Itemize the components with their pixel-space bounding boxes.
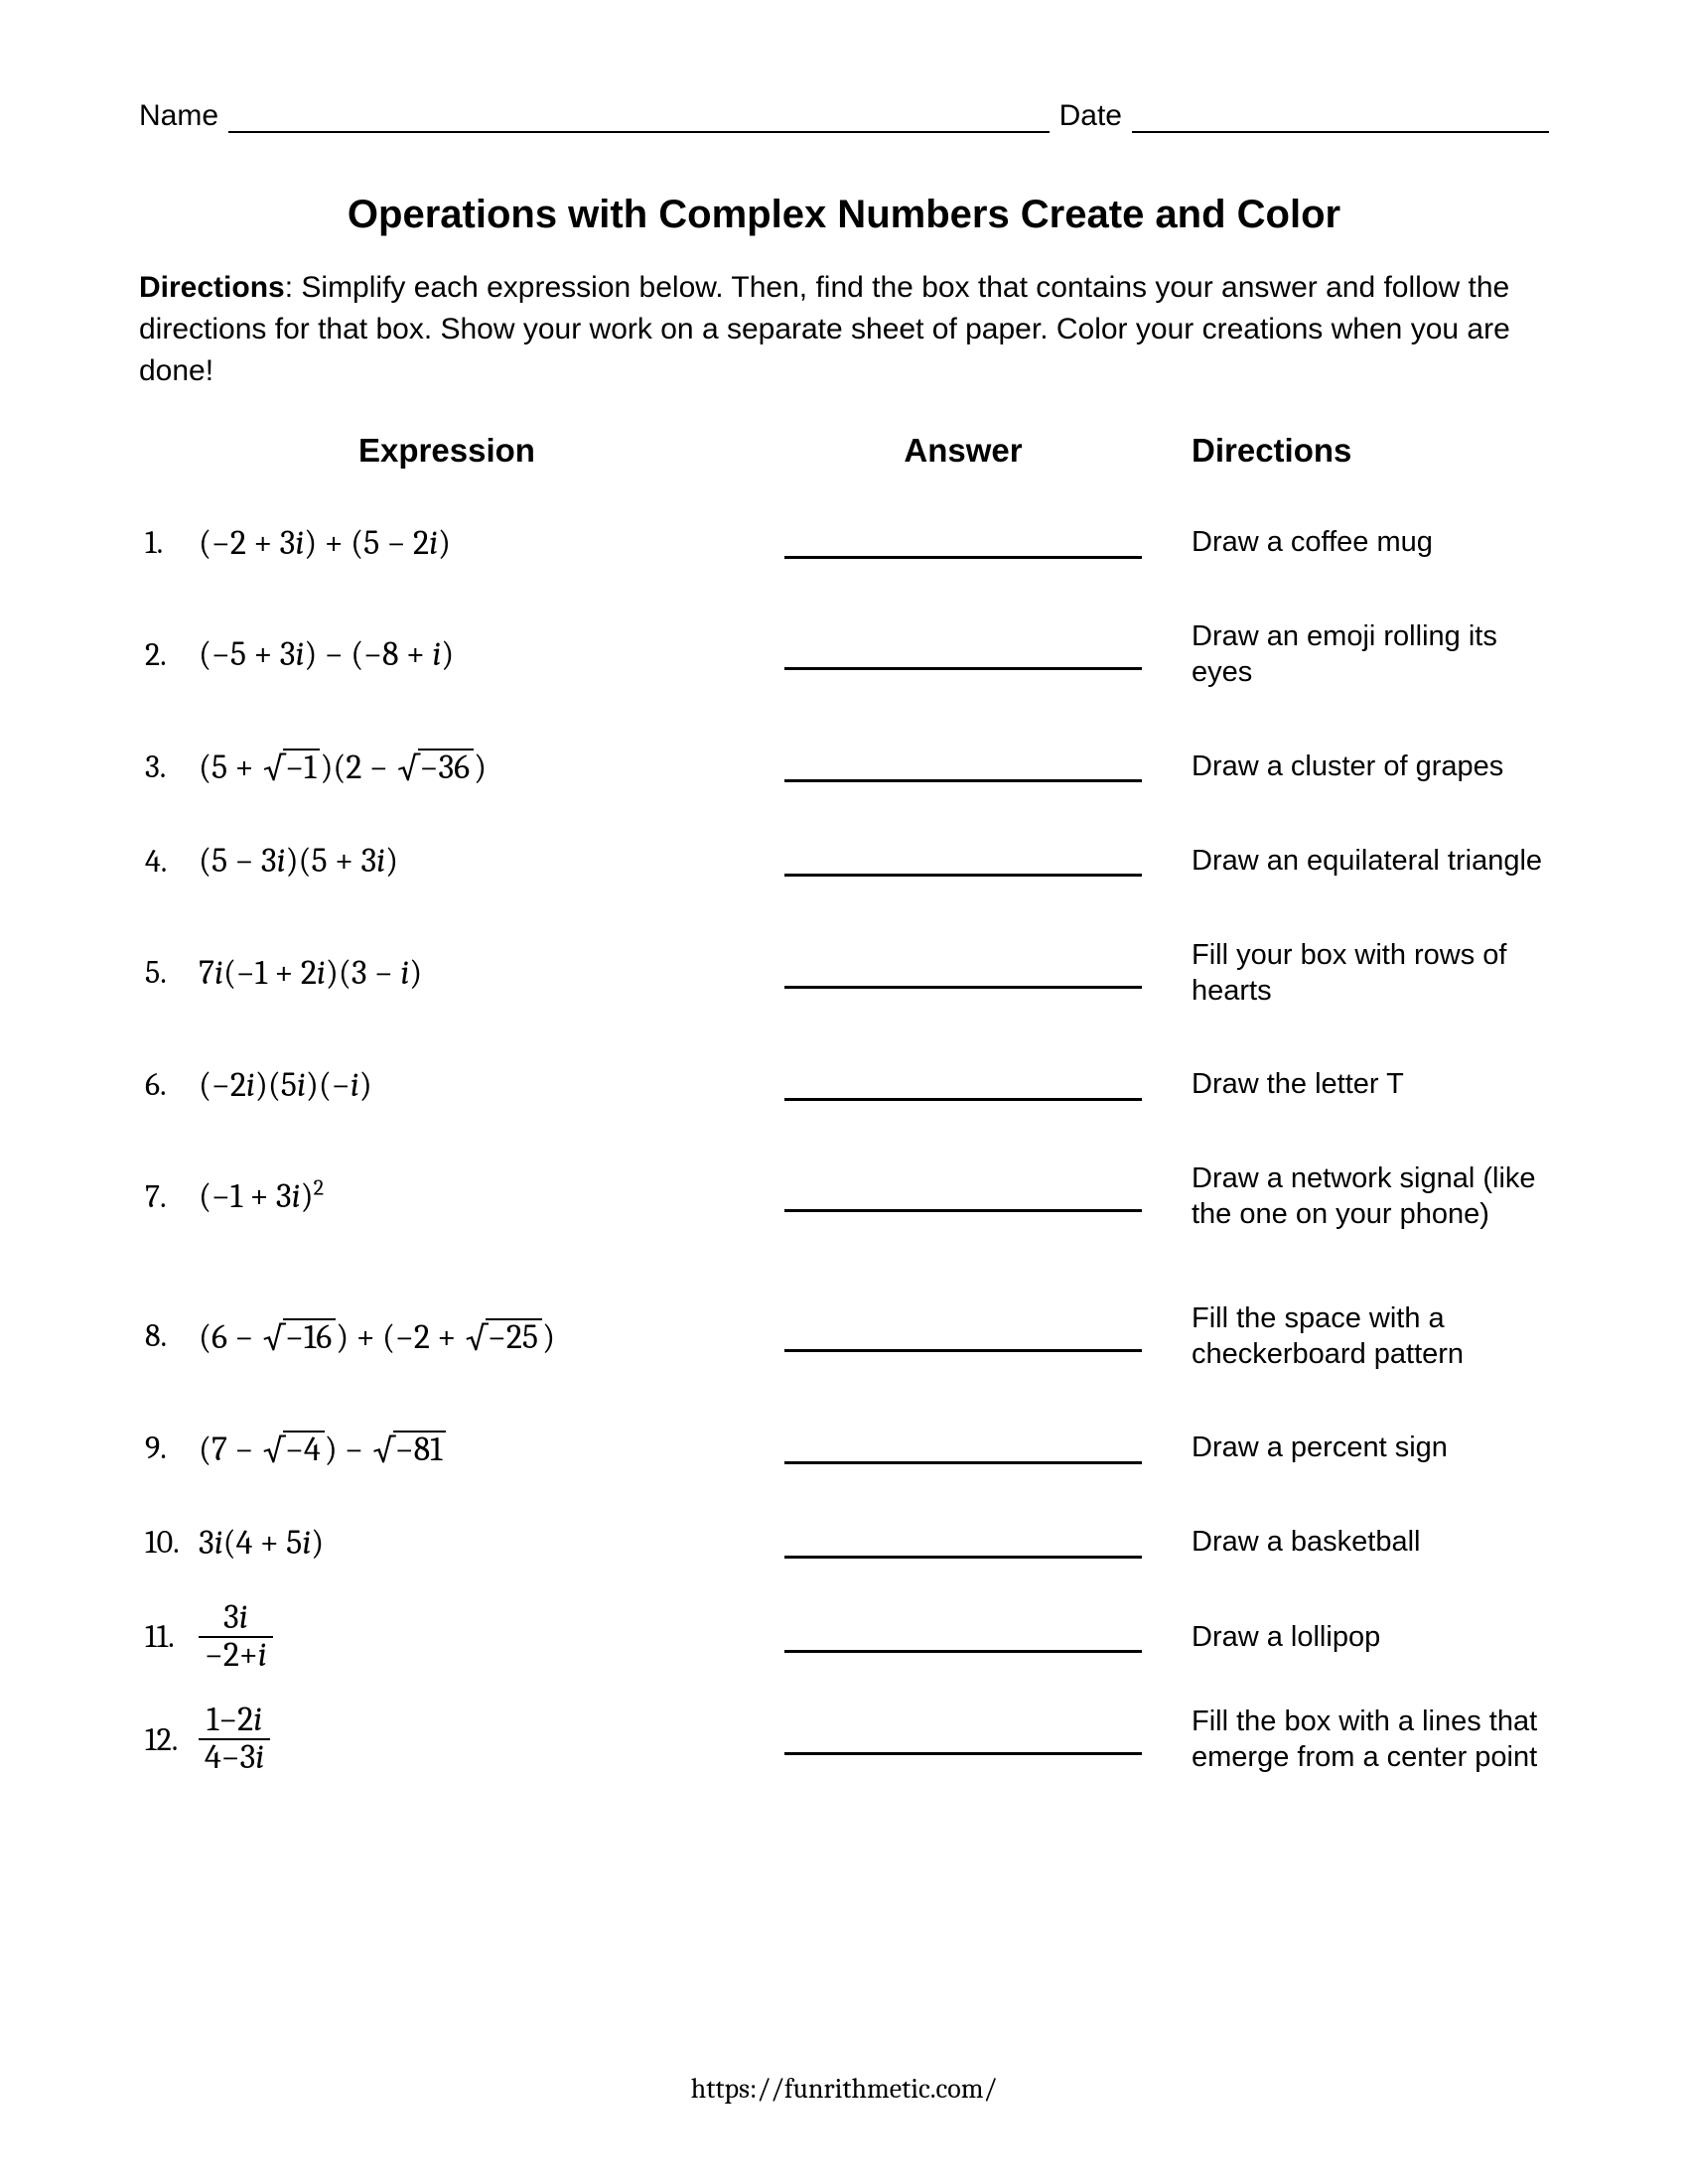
answer-blank[interactable]: [755, 751, 1172, 782]
answer-blank[interactable]: [755, 1320, 1172, 1352]
problem-list: 1. (−2 + 3i) + (5 − 2i) Draw a coffee mu…: [139, 524, 1549, 1776]
problem-expression: 3i(4 + 5i): [199, 1526, 755, 1560]
answer-blank[interactable]: [755, 1723, 1172, 1755]
problem-expression: (−2i)(5i)(−i): [199, 1068, 755, 1102]
problem-expression: 3i −2+i: [199, 1600, 755, 1673]
problem-number: 11.: [139, 1618, 199, 1655]
problem-direction: Fill your box with rows of hearts: [1172, 937, 1549, 1010]
directions-label: Directions: [139, 271, 285, 304]
problem-number: 5.: [139, 954, 199, 991]
name-label: Name: [139, 99, 218, 133]
problem-row: 12. 1−2i 4−3i Fill the box with a lines …: [139, 1703, 1549, 1775]
problem-expression: (−1 + 3i)2: [199, 1179, 755, 1213]
problem-direction: Draw a lollipop: [1172, 1619, 1549, 1655]
answer-blank[interactable]: [755, 638, 1172, 670]
problem-direction: Draw a network signal (like the one on y…: [1172, 1160, 1549, 1233]
problem-expression: (7 − −4) − −81: [199, 1431, 755, 1466]
problem-direction: Draw a cluster of grapes: [1172, 749, 1549, 784]
problem-expression: 1−2i 4−3i: [199, 1703, 755, 1775]
worksheet-page: Name Date Operations with Complex Number…: [0, 0, 1688, 2184]
problem-row: 6. (−2i)(5i)(−i) Draw the letter T: [139, 1066, 1549, 1103]
col-header-answer: Answer: [755, 432, 1172, 470]
problem-number: 9.: [139, 1430, 199, 1466]
problem-row: 4. (5 − 3i)(5 + 3i) Draw an equilateral …: [139, 843, 1549, 880]
answer-blank[interactable]: [755, 1527, 1172, 1559]
answer-blank[interactable]: [755, 527, 1172, 559]
problem-number: 7.: [139, 1178, 199, 1215]
problem-row: 9. (7 − −4) − −81 Draw a percent sign: [139, 1430, 1549, 1466]
page-title: Operations with Complex Numbers Create a…: [139, 193, 1549, 237]
problem-row: 8. (6 − −16) + (−2 + −25) Fill the space…: [139, 1300, 1549, 1373]
problem-number: 1.: [139, 524, 199, 561]
problem-expression: (−2 + 3i) + (5 − 2i): [199, 526, 755, 560]
answer-blank[interactable]: [755, 845, 1172, 877]
problem-expression: (−5 + 3i) − (−8 + i): [199, 637, 755, 671]
header-name-date: Name Date: [139, 99, 1549, 133]
date-label: Date: [1059, 99, 1122, 133]
answer-blank[interactable]: [755, 1069, 1172, 1101]
answer-blank[interactable]: [755, 957, 1172, 989]
problem-number: 10.: [139, 1524, 199, 1561]
problem-number: 6.: [139, 1066, 199, 1103]
problem-row: 7. (−1 + 3i)2 Draw a network signal (lik…: [139, 1160, 1549, 1233]
problem-number: 4.: [139, 843, 199, 880]
problem-row: 11. 3i −2+i Draw a lollipop: [139, 1600, 1549, 1673]
problem-expression: (6 − −16) + (−2 + −25): [199, 1318, 755, 1354]
problem-expression: (5 + −1)(2 − −36): [199, 749, 755, 784]
problem-direction: Draw a basketball: [1172, 1524, 1549, 1560]
problem-row: 3. (5 + −1)(2 − −36) Draw a cluster of g…: [139, 749, 1549, 785]
answer-blank[interactable]: [755, 1621, 1172, 1653]
problem-number: 12.: [139, 1721, 199, 1758]
problem-number: 3.: [139, 749, 199, 785]
problem-number: 8.: [139, 1317, 199, 1354]
problem-expression: (5 − 3i)(5 + 3i): [199, 844, 755, 878]
answer-blank[interactable]: [755, 1180, 1172, 1212]
name-blank[interactable]: [228, 105, 1050, 133]
problem-direction: Fill the box with a lines that emerge fr…: [1172, 1704, 1549, 1776]
column-headers: Expression Answer Directions: [139, 432, 1549, 470]
problem-direction: Draw an emoji rolling its eyes: [1172, 618, 1549, 691]
directions-paragraph: Directions: Simplify each expression bel…: [139, 267, 1549, 392]
col-header-directions: Directions: [1172, 432, 1549, 470]
answer-blank[interactable]: [755, 1433, 1172, 1464]
problem-row: 5. 7i(−1 + 2i)(3 − i) Fill your box with…: [139, 937, 1549, 1010]
problem-direction: Draw the letter T: [1172, 1066, 1549, 1102]
problem-expression: 7i(−1 + 2i)(3 − i): [199, 956, 755, 990]
date-blank[interactable]: [1132, 105, 1549, 133]
problem-row: 10. 3i(4 + 5i) Draw a basketball: [139, 1524, 1549, 1561]
footer-url: https://funrithmetic.com/: [0, 2073, 1688, 2105]
problem-row: 2. (−5 + 3i) − (−8 + i) Draw an emoji ro…: [139, 618, 1549, 691]
problem-direction: Draw a coffee mug: [1172, 524, 1549, 560]
problem-row: 1. (−2 + 3i) + (5 − 2i) Draw a coffee mu…: [139, 524, 1549, 561]
problem-direction: Draw an equilateral triangle: [1172, 843, 1549, 879]
problem-number: 2.: [139, 636, 199, 673]
problem-direction: Draw a percent sign: [1172, 1430, 1549, 1465]
problem-direction: Fill the space with a checkerboard patte…: [1172, 1300, 1549, 1373]
col-header-expression: Expression: [139, 432, 755, 470]
directions-text: : Simplify each expression below. Then, …: [139, 271, 1510, 387]
